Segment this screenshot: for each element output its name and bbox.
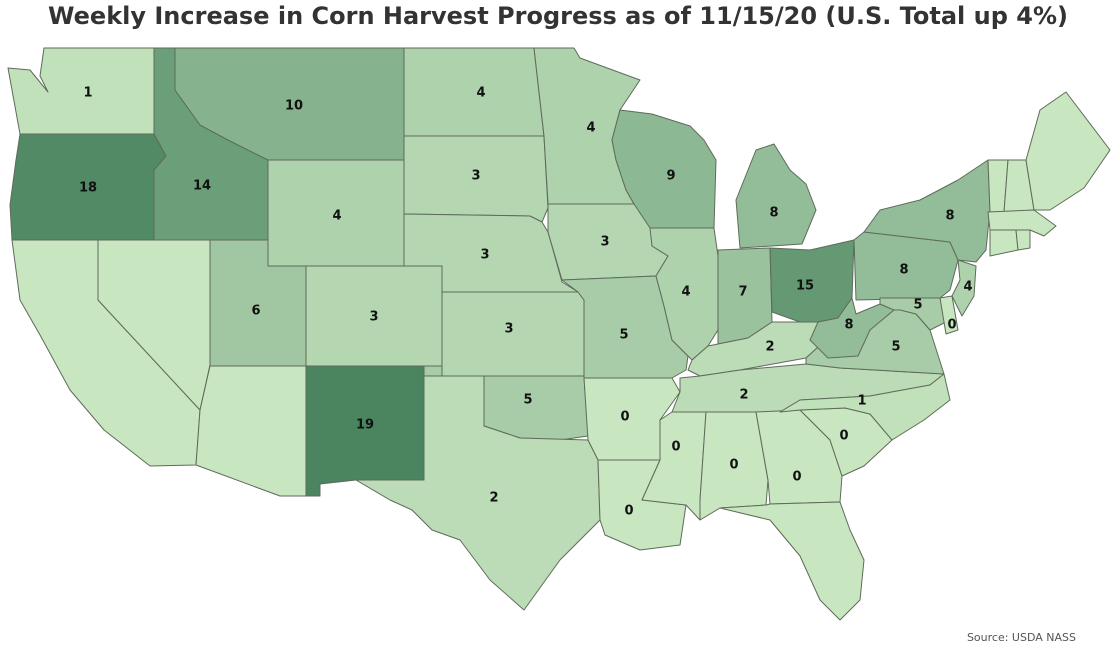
state-DE <box>939 295 959 335</box>
value-label-WI: 9 <box>666 169 675 184</box>
state-ME <box>1025 91 1111 211</box>
value-label-OH: 15 <box>796 279 814 294</box>
state-TX <box>355 375 601 611</box>
value-label-IN: 7 <box>738 285 747 300</box>
value-label-CO: 3 <box>369 310 378 325</box>
state-RI <box>1015 229 1031 251</box>
value-label-NJ: 4 <box>963 280 972 295</box>
state-MI <box>735 143 817 249</box>
value-label-WV: 8 <box>844 318 853 333</box>
value-label-KY: 2 <box>765 340 774 355</box>
value-label-SD: 3 <box>471 169 480 184</box>
value-label-WY: 4 <box>332 209 341 224</box>
value-label-AR: 0 <box>620 410 629 425</box>
value-label-OR: 18 <box>79 181 97 196</box>
value-label-ND: 4 <box>476 86 485 101</box>
source-note: Source: USDA NASS <box>966 631 1076 644</box>
value-label-MI: 8 <box>769 206 778 221</box>
value-label-IA: 3 <box>600 235 609 250</box>
state-ND <box>403 47 545 137</box>
value-label-MO: 5 <box>619 328 628 343</box>
value-label-TN: 2 <box>739 388 748 403</box>
value-label-LA: 0 <box>624 504 633 519</box>
value-label-PA: 8 <box>899 263 908 278</box>
value-label-NC: 1 <box>857 394 866 409</box>
value-label-IL: 4 <box>681 285 690 300</box>
value-label-NM: 19 <box>356 418 374 433</box>
state-CT <box>989 229 1019 257</box>
value-label-WA: 1 <box>83 86 92 101</box>
value-label-MT: 10 <box>285 99 303 114</box>
value-label-ID: 14 <box>193 179 211 194</box>
value-label-OK: 5 <box>523 393 532 408</box>
state-NC <box>779 373 951 441</box>
value-label-NY: 8 <box>945 209 954 224</box>
value-label-MD: 5 <box>913 298 922 313</box>
value-label-NE: 3 <box>480 248 489 263</box>
value-label-AL: 0 <box>729 458 738 473</box>
state-WA <box>7 47 155 135</box>
state-FL <box>719 501 865 621</box>
value-label-SC: 0 <box>839 429 848 444</box>
state-labels: 1 18 14 10 4 6 3 19 4 3 3 3 5 2 4 3 5 0 … <box>79 86 973 519</box>
value-label-KS: 3 <box>504 322 513 337</box>
state-NJ <box>951 259 977 317</box>
value-label-GA: 0 <box>792 470 801 485</box>
state-AZ <box>195 365 307 497</box>
value-label-VA: 5 <box>891 340 900 355</box>
state-shapes <box>7 47 1111 621</box>
value-label-TX: 2 <box>489 491 498 506</box>
value-label-DE: 0 <box>947 318 956 333</box>
value-label-MS: 0 <box>671 440 680 455</box>
map-title: Weekly Increase in Corn Harvest Progress… <box>48 2 1068 30</box>
state-NE <box>403 213 579 293</box>
value-label-MN: 4 <box>586 121 595 136</box>
value-label-UT: 6 <box>251 304 260 319</box>
